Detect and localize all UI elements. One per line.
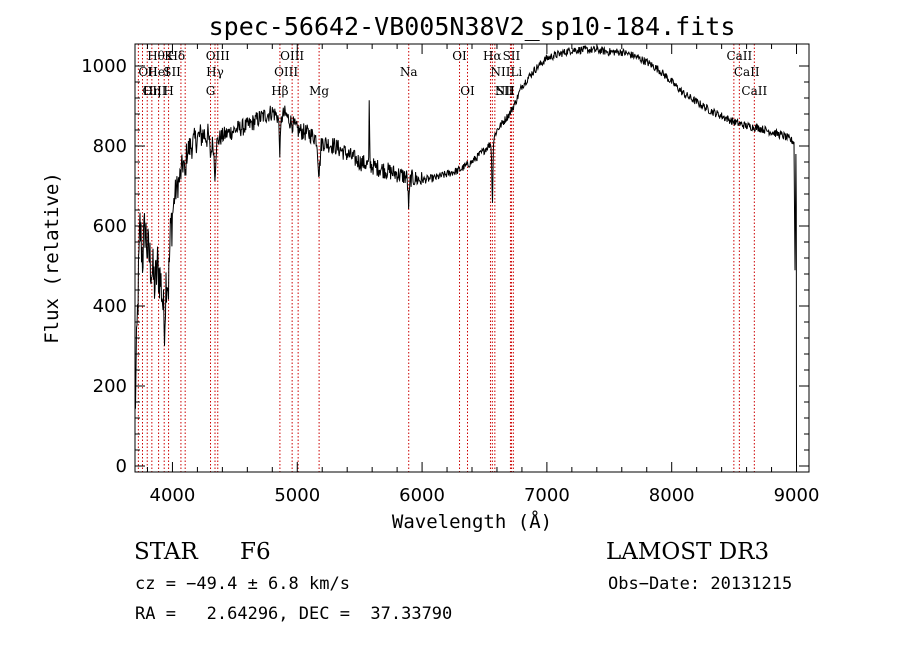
spectral-line-label: Hη	[143, 84, 161, 98]
object-subclass: F6	[240, 539, 271, 565]
spectral-line-label: NII	[495, 84, 515, 98]
x-axis-label: Wavelength (Å)	[392, 510, 552, 533]
spectral-line-markers	[137, 44, 755, 472]
spectral-line-label: NII	[490, 65, 510, 79]
spectral-line-label: OIII	[142, 84, 166, 98]
spectral-line-label: OI	[452, 49, 467, 63]
sky-coordinates: RA = 2.64296, DEC = 37.33790	[135, 604, 453, 624]
spectral-line-label: OI	[460, 84, 475, 98]
spectral-line-label: Hδ	[167, 49, 185, 63]
spectrum-series-line	[134, 44, 797, 467]
spectral-line-label: SII	[163, 65, 181, 79]
x-tick-label: 9000	[774, 485, 820, 506]
x-tick-label: 7000	[524, 485, 570, 506]
y-tick-label: 400	[93, 296, 127, 317]
y-tick-label: 200	[93, 376, 127, 397]
spectral-line-label: Na	[400, 65, 418, 79]
spectral-line-label: CaII	[734, 65, 760, 79]
x-tick-label: 6000	[399, 485, 445, 506]
x-tick-label: 5000	[274, 485, 320, 506]
spectral-line-label: Hβ	[271, 84, 288, 98]
spectral-line-label: OIII	[274, 65, 298, 79]
object-class: STAR	[134, 539, 198, 565]
spectral-line-label: CaII	[726, 49, 752, 63]
spectral-line-label: Li	[510, 65, 522, 79]
y-tick-label: 1000	[81, 56, 127, 77]
spectral-line-label: HeI	[147, 65, 170, 79]
spectral-line-label: H	[163, 84, 173, 98]
x-axis-ticks: 4000 5000 6000 7000 8000 9000	[146, 44, 820, 506]
x-tick-label: 8000	[649, 485, 695, 506]
x-tick-label: 4000	[150, 485, 196, 506]
spectral-line-label: SII	[496, 84, 514, 98]
y-tick-label: 600	[93, 216, 127, 237]
y-tick-label: 800	[93, 136, 127, 157]
chart-title: spec-56642-VB005N38V2_sp10-184.fits	[209, 12, 736, 41]
spectral-line-label: Hα	[483, 49, 502, 63]
spectral-line-label: SII	[503, 49, 521, 63]
spectral-line-label: G	[206, 84, 216, 98]
spectral-line-label: OIII	[280, 49, 304, 63]
observation-date: Obs−Date: 20131215	[608, 574, 793, 594]
spectral-line-label: Hθ	[147, 49, 165, 63]
spectral-line-label: Hγ	[206, 65, 224, 79]
spectral-line-label: OIII	[206, 49, 230, 63]
spectral-line-label: OII	[138, 65, 158, 79]
y-tick-label: 0	[116, 456, 127, 477]
spectral-line-label: K	[164, 49, 174, 63]
spectral-line-label: CaII	[741, 84, 767, 98]
spectral-line-label: Mg	[309, 84, 329, 98]
y-axis-ticks: 0 200 400 600 800 1000	[81, 56, 809, 477]
redshift-velocity: cz = −49.4 ± 6.8 km/s	[135, 574, 350, 594]
y-axis-label: Flux (relative)	[41, 172, 63, 344]
survey-name: LAMOST DR3	[606, 539, 770, 565]
